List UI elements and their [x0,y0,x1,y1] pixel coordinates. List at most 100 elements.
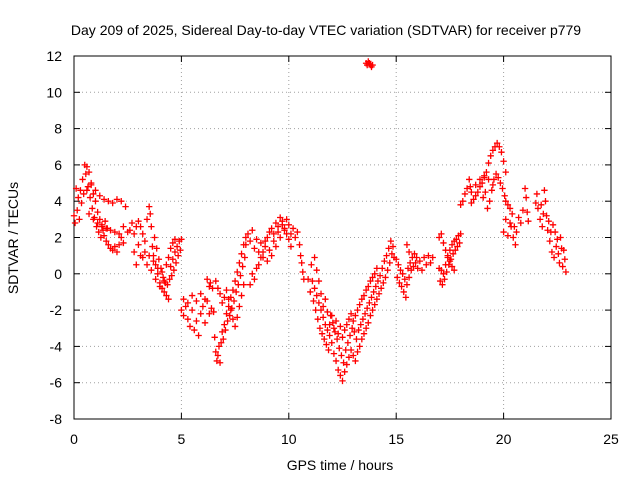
data-point [164,281,171,288]
data-point [356,343,363,350]
data-point [347,310,355,317]
data-point [367,312,374,319]
data-point [504,201,512,209]
data-point [167,245,174,252]
data-point [161,277,168,285]
data-point [133,261,140,268]
data-point [289,225,297,232]
data-point [270,230,277,238]
data-point [137,252,144,259]
data-point [474,188,482,196]
data-point [135,241,142,248]
data-point [277,234,284,241]
data-point [414,265,421,272]
data-point [197,290,204,297]
data-point [343,361,350,368]
data-point [224,317,231,325]
data-point [544,227,551,234]
data-point [213,357,221,365]
data-point [148,266,155,274]
data-point [461,190,469,198]
data-point [379,265,386,272]
data-point [163,292,170,299]
data-point [374,277,382,285]
data-point [220,335,227,343]
data-point [264,257,271,265]
data-point [343,321,350,328]
data-point [512,241,519,248]
data-point [437,277,444,285]
data-point [137,223,144,230]
data-point [311,254,318,261]
data-point [158,268,166,276]
data-point [255,261,262,268]
data-point [270,237,277,245]
data-point [150,257,157,265]
data-point [406,259,414,267]
data-point [382,274,389,281]
data-point [351,328,358,336]
data-point [122,203,129,210]
data-point [199,303,207,310]
data-point [350,352,357,359]
data-point [79,176,86,183]
data-point [383,252,390,259]
data-point [543,212,550,219]
data-point [72,185,80,192]
data-point [328,312,335,319]
data-point [126,227,134,234]
data-point [107,227,114,234]
data-point [84,183,92,190]
data-point [318,330,326,337]
data-point [298,259,305,267]
data-point [83,163,91,170]
data-point [172,259,180,267]
data-point [326,332,333,339]
data-point [178,236,185,243]
data-point [330,325,338,332]
data-point [238,250,245,258]
data-point [165,296,172,303]
data-point [368,294,375,301]
data-point [336,345,343,352]
data-point [274,228,282,236]
data-point [161,288,168,296]
data-point [561,256,569,263]
data-point [380,279,387,287]
data-point [229,315,237,323]
data-point [316,325,324,332]
data-point [238,292,245,299]
data-point [236,259,243,267]
data-point [241,254,248,261]
data-point [492,170,500,178]
y-tick-label: 10 [46,84,62,100]
data-point [330,350,338,357]
data-point [219,299,226,307]
data-point [443,268,450,276]
data-point [92,187,99,194]
data-point [285,221,292,228]
data-point [470,196,477,203]
data-point [466,176,473,183]
data-point [369,61,376,69]
data-point [203,276,211,283]
data-point [384,266,391,274]
data-point [352,312,359,319]
data-point [143,261,151,268]
data-point [249,227,256,234]
data-point [324,308,331,316]
data-point [399,270,406,277]
x-tick-label: 0 [70,431,78,447]
data-point [502,198,509,205]
data-point [169,239,177,247]
data-point [153,245,160,252]
data-point [90,216,97,223]
data-point [468,199,475,207]
data-point [441,276,448,283]
data-point [242,241,250,248]
data-point [546,237,553,245]
data-point [188,292,196,299]
data-point [481,172,488,179]
data-point [118,198,125,205]
data-point [100,196,108,203]
